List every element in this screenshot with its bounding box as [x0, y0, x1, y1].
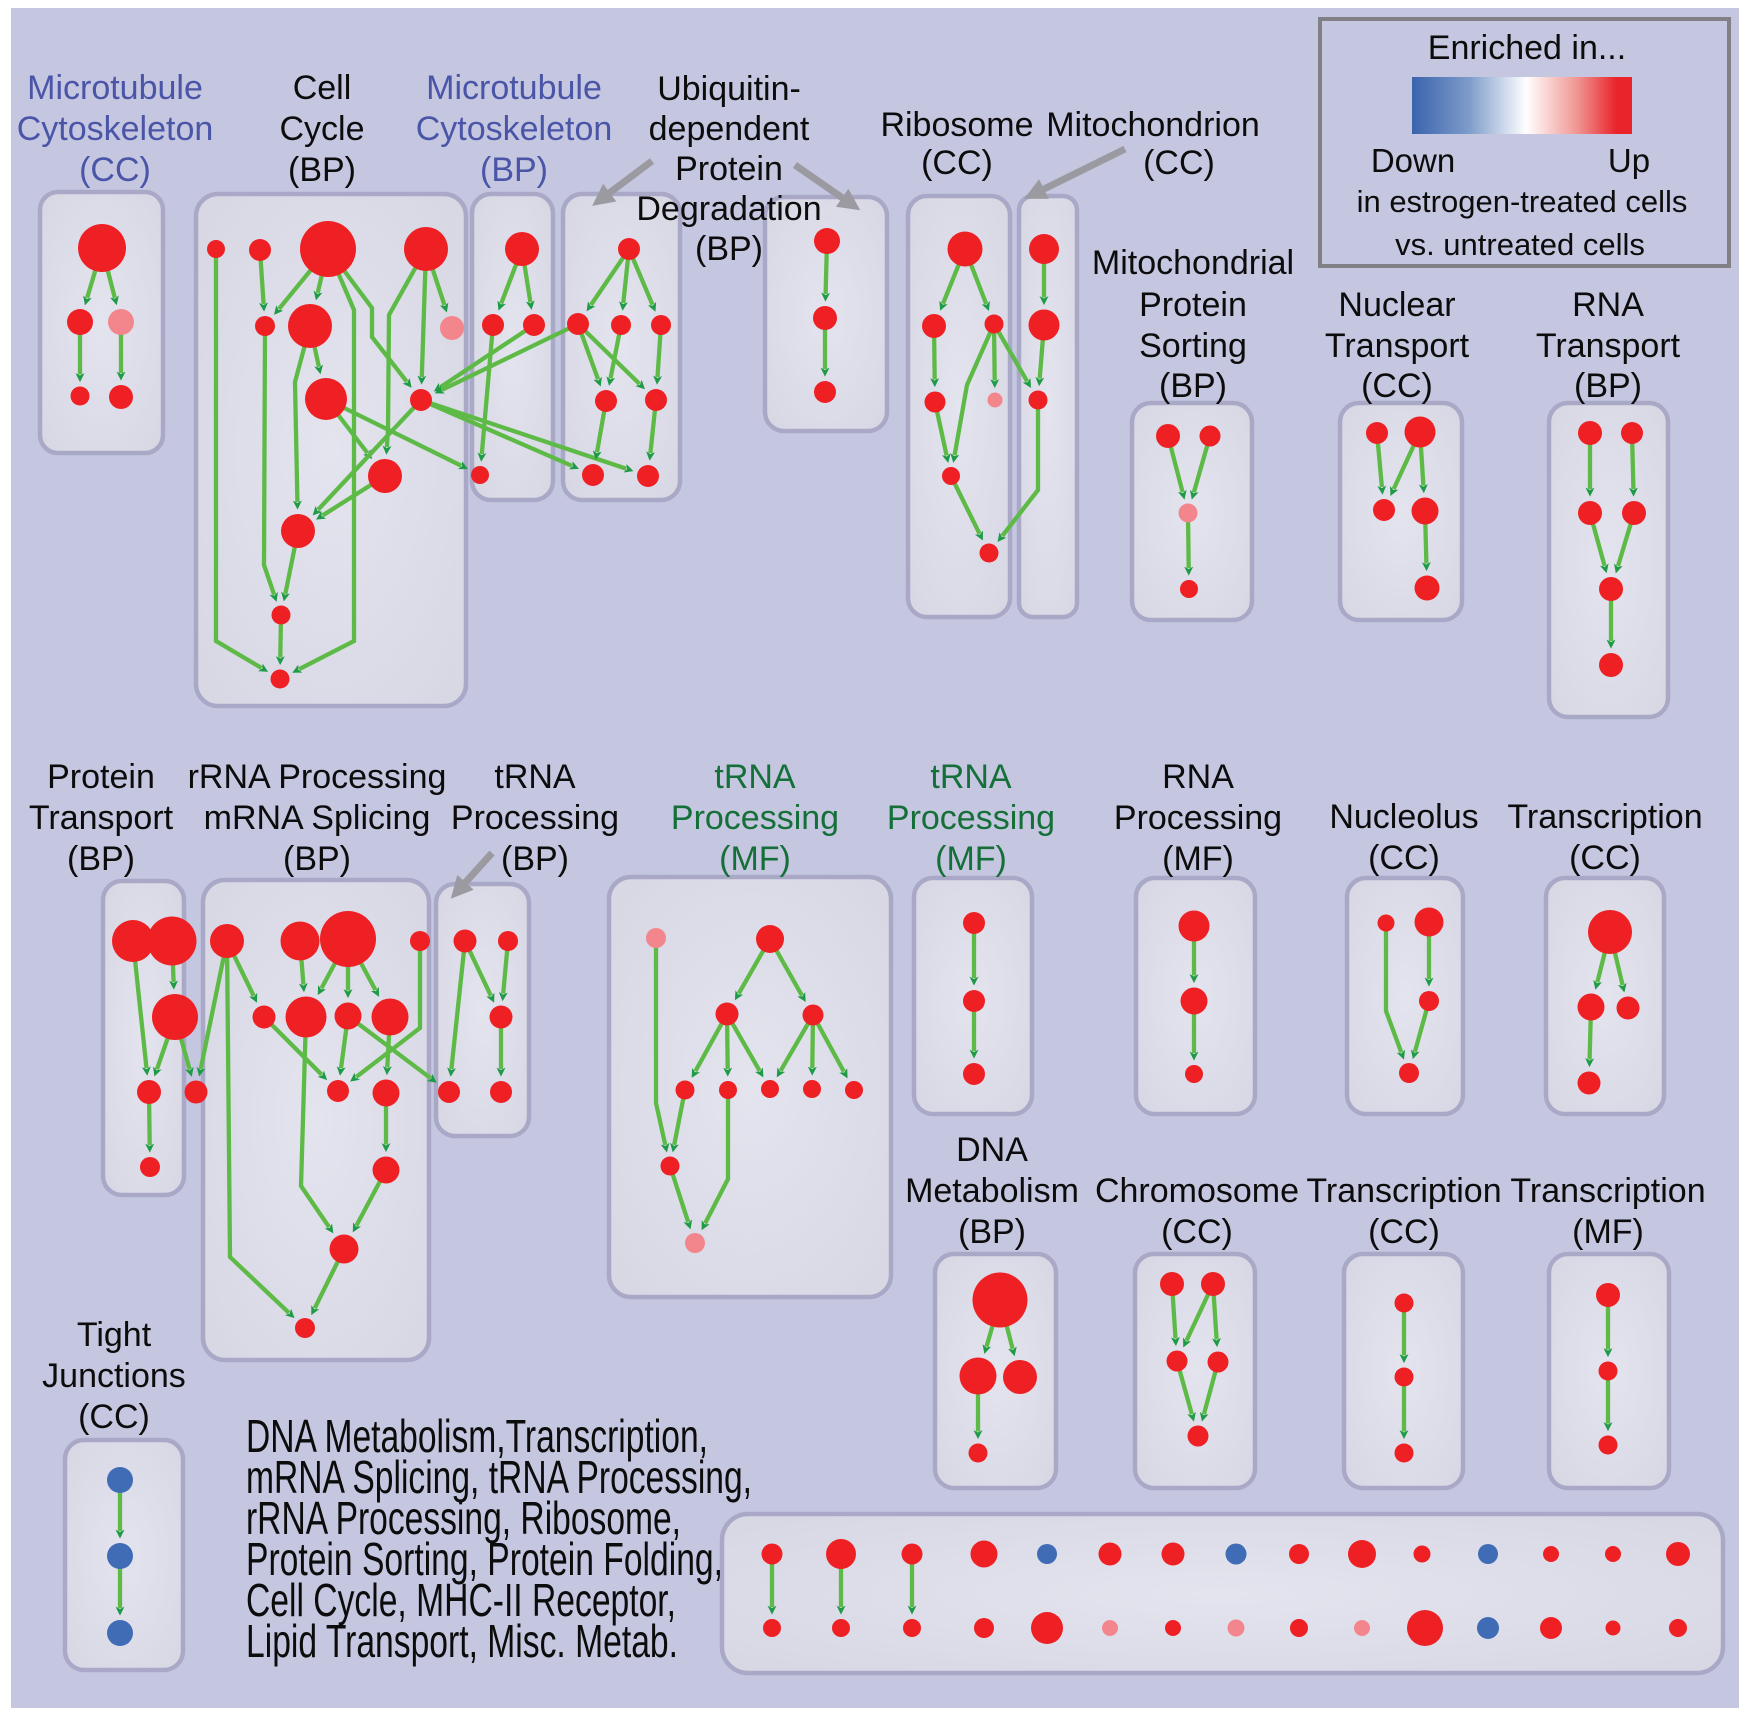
svg-text:(CC): (CC) [921, 144, 993, 182]
svg-text:Microtubule: Microtubule [426, 69, 602, 107]
svg-text:(BP): (BP) [1159, 367, 1227, 405]
svg-text:Transport: Transport [29, 799, 174, 837]
svg-text:Protein Sorting, Protein Foldi: Protein Sorting, Protein Folding, [246, 1533, 723, 1585]
svg-text:Metabolism: Metabolism [905, 1172, 1079, 1210]
svg-text:DNA Metabolism,Transcription,: DNA Metabolism,Transcription, [246, 1410, 708, 1462]
svg-text:Ribosome: Ribosome [880, 106, 1033, 144]
svg-text:Cytoskeleton: Cytoskeleton [416, 110, 613, 148]
svg-text:(BP): (BP) [695, 230, 763, 268]
svg-text:Junctions: Junctions [42, 1357, 186, 1395]
svg-text:(CC): (CC) [78, 1398, 150, 1436]
svg-text:mRNA Splicing: mRNA Splicing [204, 799, 431, 837]
svg-text:(CC): (CC) [1361, 367, 1433, 405]
svg-text:rRNA Processing: rRNA Processing [188, 758, 447, 796]
svg-text:RNA: RNA [1162, 758, 1234, 796]
svg-text:Cytoskeleton: Cytoskeleton [17, 110, 214, 148]
svg-text:(MF): (MF) [935, 840, 1007, 878]
svg-text:(BP): (BP) [67, 840, 135, 878]
svg-text:Protein: Protein [1139, 286, 1247, 324]
svg-text:Enriched in...: Enriched in... [1428, 29, 1626, 67]
svg-text:(BP): (BP) [1574, 367, 1642, 405]
svg-text:vs. untreated cells: vs. untreated cells [1395, 227, 1645, 262]
svg-text:tRNA: tRNA [494, 758, 576, 796]
svg-text:(CC): (CC) [1569, 839, 1641, 877]
svg-text:Transcription: Transcription [1510, 1172, 1705, 1210]
svg-text:Tight: Tight [77, 1316, 152, 1354]
svg-text:Processing: Processing [887, 799, 1055, 837]
svg-text:in estrogen-treated cells: in estrogen-treated cells [1357, 184, 1688, 219]
svg-text:Processing: Processing [451, 799, 619, 837]
svg-text:tRNA: tRNA [930, 758, 1012, 796]
svg-text:Nucleolus: Nucleolus [1329, 798, 1478, 836]
svg-text:(CC): (CC) [1368, 839, 1440, 877]
svg-text:rRNA Processing, Ribosome,: rRNA Processing, Ribosome, [246, 1492, 681, 1544]
svg-text:Cell: Cell [293, 69, 352, 107]
svg-text:(BP): (BP) [501, 840, 569, 878]
svg-text:Transcription: Transcription [1507, 798, 1702, 836]
svg-text:Transcription: Transcription [1306, 1172, 1501, 1210]
svg-text:Up: Up [1608, 142, 1650, 179]
svg-text:Mitochondrial: Mitochondrial [1092, 244, 1294, 282]
svg-text:DNA: DNA [956, 1131, 1028, 1169]
svg-text:(BP): (BP) [283, 840, 351, 878]
svg-text:Transport: Transport [1325, 327, 1470, 365]
svg-text:mRNA Splicing, tRNA Processing: mRNA Splicing, tRNA Processing, [246, 1451, 752, 1503]
svg-text:(BP): (BP) [958, 1213, 1026, 1251]
svg-text:Cycle: Cycle [279, 110, 364, 148]
svg-text:Down: Down [1371, 142, 1455, 179]
svg-text:Sorting: Sorting [1139, 327, 1247, 365]
svg-text:(BP): (BP) [480, 151, 548, 189]
svg-text:(CC): (CC) [79, 151, 151, 189]
svg-text:Degradation: Degradation [636, 190, 821, 228]
svg-text:Nuclear: Nuclear [1338, 286, 1455, 324]
svg-text:tRNA: tRNA [714, 758, 796, 796]
svg-text:(CC): (CC) [1161, 1213, 1233, 1251]
svg-text:Ubiquitin-: Ubiquitin- [657, 70, 801, 108]
svg-text:RNA: RNA [1572, 286, 1644, 324]
svg-text:Processing: Processing [671, 799, 839, 837]
svg-text:Chromosome: Chromosome [1095, 1172, 1299, 1210]
svg-text:(MF): (MF) [1572, 1213, 1644, 1251]
svg-text:Lipid Transport, Misc. Metab.: Lipid Transport, Misc. Metab. [246, 1615, 678, 1667]
svg-text:(CC): (CC) [1143, 144, 1215, 182]
svg-text:(CC): (CC) [1368, 1213, 1440, 1251]
svg-text:Transport: Transport [1536, 327, 1681, 365]
svg-text:(MF): (MF) [1162, 840, 1234, 878]
svg-text:Microtubule: Microtubule [27, 69, 203, 107]
svg-text:Mitochondrion: Mitochondrion [1046, 106, 1260, 144]
svg-text:(MF): (MF) [719, 840, 791, 878]
svg-text:Processing: Processing [1114, 799, 1282, 837]
svg-text:dependent: dependent [649, 110, 810, 148]
svg-text:Protein: Protein [675, 150, 783, 188]
svg-text:Protein: Protein [47, 758, 155, 796]
svg-text:Cell Cycle, MHC-II Receptor,: Cell Cycle, MHC-II Receptor, [246, 1574, 676, 1626]
svg-text:(BP): (BP) [288, 151, 356, 189]
